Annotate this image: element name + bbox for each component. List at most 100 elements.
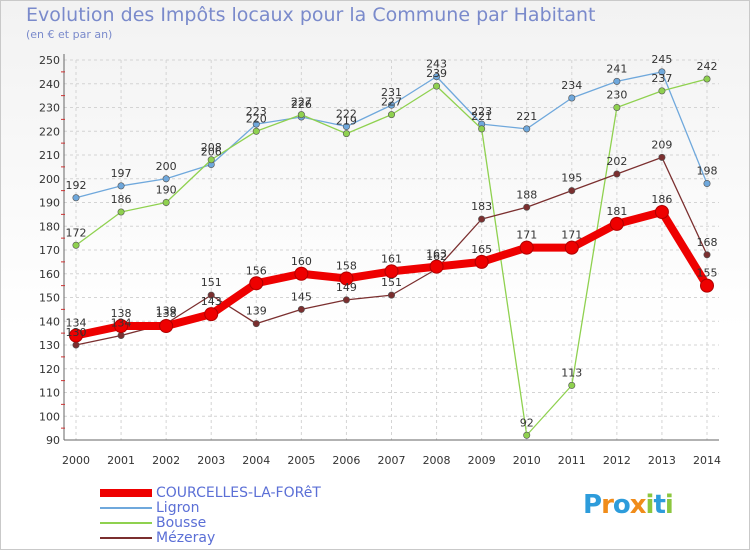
data-point [387, 101, 395, 109]
y-tick-label: 160 [39, 268, 60, 281]
logo-letter: o [612, 490, 631, 520]
data-point [523, 125, 531, 133]
data-point [387, 111, 395, 119]
y-tick-label: 130 [39, 339, 60, 352]
data-point [297, 111, 305, 119]
chart-title: Evolution des Impôts locaux pour la Comm… [26, 4, 596, 26]
x-tick-label: 2011 [558, 454, 586, 467]
data-label: 138 [156, 307, 177, 320]
data-point [117, 182, 125, 190]
data-label: 206 [201, 146, 222, 159]
data-point [703, 180, 711, 188]
legend-swatch-courcelles [100, 489, 152, 497]
data-point [207, 156, 215, 164]
data-label: 220 [246, 112, 267, 125]
data-label: 92 [520, 416, 534, 429]
data-label: 222 [336, 108, 357, 121]
logo-letter: x [629, 490, 647, 520]
y-tick-label: 210 [39, 149, 60, 162]
x-tick-label: 2005 [287, 454, 315, 467]
x-tick-label: 2010 [513, 454, 541, 467]
data-point [342, 130, 350, 138]
x-tick-label: 2002 [152, 454, 180, 467]
data-label: 221 [471, 110, 492, 123]
data-label: 181 [606, 205, 627, 218]
data-label: 130 [66, 326, 87, 339]
data-point [703, 75, 711, 83]
y-tick-label: 220 [39, 125, 60, 138]
data-label: 188 [516, 188, 537, 201]
data-label: 139 [156, 305, 177, 318]
data-label: 223 [471, 105, 492, 118]
data-point [207, 291, 215, 299]
data-label: 171 [516, 229, 537, 242]
data-point [204, 307, 219, 322]
data-label: 186 [651, 193, 672, 206]
data-label: 149 [336, 281, 357, 294]
chart-subtitle: (en € et par an) [26, 28, 113, 41]
data-label: 242 [697, 60, 718, 73]
data-point [162, 175, 170, 183]
proxiti-logo: Proxiti [583, 490, 674, 520]
data-point [72, 241, 80, 249]
y-tick-label: 230 [39, 102, 60, 115]
data-point [159, 319, 174, 333]
y-tick-label: 110 [39, 387, 60, 400]
x-tick-label: 2013 [648, 454, 676, 467]
data-label: 230 [606, 89, 627, 102]
x-tick-label: 2006 [332, 454, 360, 467]
data-label: 226 [291, 98, 312, 111]
data-point [429, 259, 444, 274]
data-label: 151 [381, 276, 402, 289]
data-point [433, 82, 441, 90]
data-label: 227 [381, 96, 402, 109]
data-label: 234 [561, 79, 582, 92]
data-point [252, 127, 260, 135]
y-tick-label: 150 [39, 292, 60, 305]
data-point [387, 291, 395, 299]
data-point [474, 254, 489, 269]
legend-label-ligron: Ligron [156, 500, 200, 516]
data-label: 219 [336, 115, 357, 128]
x-tick-label: 2000 [62, 454, 90, 467]
data-label: 223 [246, 105, 267, 118]
data-label: 134 [111, 317, 132, 330]
data-point [252, 320, 260, 328]
data-label: 241 [606, 62, 627, 75]
data-point [252, 120, 260, 128]
data-point [339, 271, 354, 286]
data-label: 145 [291, 290, 312, 303]
data-point [342, 296, 350, 304]
data-label: 143 [201, 295, 222, 308]
y-tick-label: 200 [39, 173, 60, 186]
data-label: 134 [66, 317, 87, 330]
data-label: 163 [426, 248, 447, 261]
data-point [658, 153, 666, 161]
data-label: 165 [471, 243, 492, 256]
data-label: 183 [471, 200, 492, 213]
data-point [162, 199, 170, 207]
data-point [72, 341, 80, 349]
legend-swatch-ligron [100, 507, 152, 509]
logo-letter: i [664, 490, 674, 520]
data-label: 198 [697, 165, 718, 178]
data-point [568, 187, 576, 195]
y-tick-label: 250 [39, 54, 60, 67]
data-point [613, 104, 621, 112]
y-tick-label: 140 [39, 315, 60, 328]
data-point [72, 194, 80, 202]
data-point [700, 278, 714, 293]
data-label: 200 [156, 160, 177, 173]
data-label: 158 [336, 260, 357, 273]
data-point [117, 208, 125, 216]
logo-letter: i [645, 490, 655, 520]
x-tick-label: 2007 [378, 454, 406, 467]
data-point [69, 328, 83, 343]
x-tick-label: 2001 [107, 454, 135, 467]
data-point [658, 68, 666, 76]
data-label: 171 [561, 229, 582, 242]
legend-swatch-bousse [100, 522, 152, 524]
data-label: 208 [201, 141, 222, 154]
data-label: 192 [66, 179, 87, 192]
y-tick-label: 170 [39, 244, 60, 257]
